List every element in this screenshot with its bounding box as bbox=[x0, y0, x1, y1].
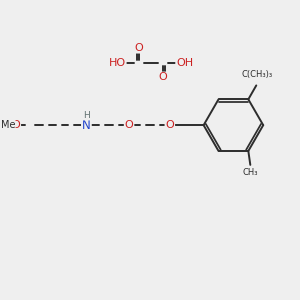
Text: CH₃: CH₃ bbox=[243, 168, 258, 177]
Text: O: O bbox=[158, 73, 167, 82]
Text: C(CH₃)₃: C(CH₃)₃ bbox=[242, 70, 273, 79]
Text: H: H bbox=[83, 111, 90, 120]
Text: Me: Me bbox=[1, 120, 15, 130]
Text: O: O bbox=[165, 120, 174, 130]
Text: O: O bbox=[135, 43, 143, 52]
Text: OH: OH bbox=[176, 58, 193, 68]
Text: O: O bbox=[11, 120, 20, 130]
Text: HO: HO bbox=[109, 58, 126, 68]
Text: O: O bbox=[125, 120, 134, 130]
Text: N: N bbox=[82, 119, 91, 132]
